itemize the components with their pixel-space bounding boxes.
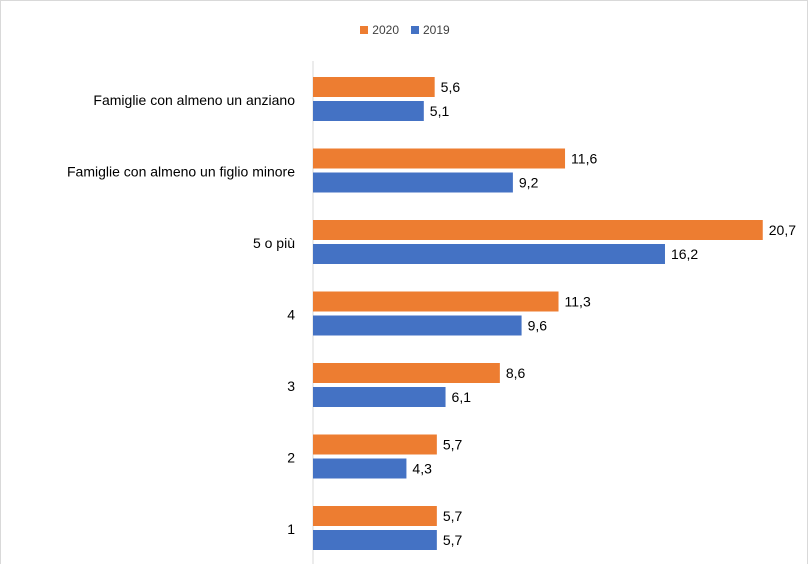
bar-2019-3 (313, 387, 446, 407)
category-label-4: 4 (287, 307, 295, 323)
data-label-2019-2: 4,3 (412, 461, 432, 477)
category-label-3: 3 (287, 378, 295, 394)
data-label-2020-5-o-pi: 20,7 (769, 222, 796, 238)
data-label-2020-4: 11,3 (565, 294, 591, 310)
bar-2019-famiglie-con-almeno-un-anziano (313, 101, 424, 121)
data-label-2019-5-o-pi: 16,2 (671, 246, 698, 262)
data-label-2019-4: 9,6 (528, 318, 548, 334)
bar-2020-famiglie-con-almeno-un-figlio-minore (313, 148, 566, 169)
data-label-2019-3: 6,1 (452, 389, 472, 405)
legend-swatch-2019 (411, 26, 419, 34)
data-label-2020-famiglie-con-almeno-un-anziano: 5,6 (441, 79, 461, 95)
data-label-2019-1: 5,7 (443, 532, 463, 548)
bar-2020-4 (313, 291, 559, 312)
category-label-5-o-pi: 5 o più (253, 235, 295, 251)
data-label-2020-1: 5,7 (443, 508, 463, 524)
data-label-2020-2: 5,7 (443, 437, 463, 453)
bar-2019-famiglie-con-almeno-un-figlio-minore (313, 172, 513, 193)
category-label-1: 1 (287, 521, 295, 537)
legend-label-2020: 2020 (372, 23, 399, 37)
data-label-2019-famiglie-con-almeno-un-figlio-minore: 9,2 (519, 175, 539, 191)
bar-2019-4 (313, 315, 522, 336)
category-label-2: 2 (287, 450, 295, 466)
data-label-2019-famiglie-con-almeno-un-anziano: 5,1 (430, 103, 450, 119)
bar-2020-3 (313, 363, 500, 383)
bar-2019-2 (313, 458, 407, 479)
legend-item-2020: 2020 (360, 23, 399, 37)
bar-2019-5-o-pi (313, 244, 665, 264)
data-label-2020-3: 8,6 (506, 365, 526, 381)
legend-item-2019: 2019 (411, 23, 450, 37)
chart-legend: 2020 2019 (1, 23, 808, 37)
bar-2020-famiglie-con-almeno-un-anziano (313, 77, 435, 97)
category-label-famiglie-con-almeno-un-anziano: Famiglie con almeno un anziano (93, 92, 295, 108)
bar-2020-1 (313, 506, 437, 526)
bar-2020-2 (313, 434, 437, 455)
category-label-famiglie-con-almeno-un-figlio-minore: Famiglie con almeno un figlio minore (67, 164, 295, 180)
bar-2020-5-o-pi (313, 220, 763, 240)
bar-2019-1 (313, 530, 437, 550)
legend-label-2019: 2019 (423, 23, 450, 37)
data-label-2020-famiglie-con-almeno-un-figlio-minore: 11,6 (571, 151, 597, 167)
legend-swatch-2020 (360, 26, 369, 34)
